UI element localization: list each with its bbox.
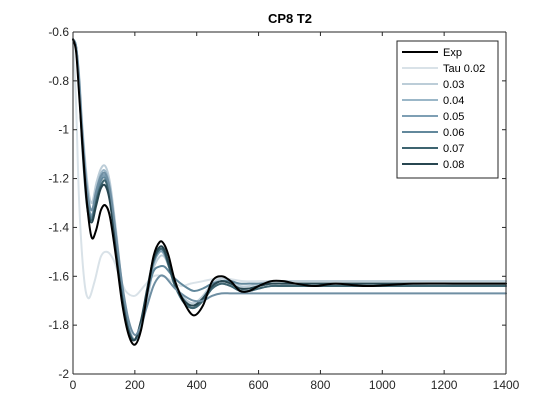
series-line-exp xyxy=(72,38,507,346)
y-tick-label: -1 xyxy=(58,123,69,137)
x-tick-label: 0 xyxy=(70,378,77,392)
x-tick-label: 1200 xyxy=(431,378,458,392)
series-layer xyxy=(72,38,507,346)
y-tick-label: -1.6 xyxy=(48,269,69,283)
series-line-tau-0-02-lower-branch xyxy=(72,38,507,336)
y-tick-label: -0.6 xyxy=(48,25,69,39)
ticks: 0 200 400 600 800 1000 1200 1400 -0.6 -0.8 -1 -1.2 -… xyxy=(48,25,519,392)
x-tick-label: 800 xyxy=(310,378,330,392)
legend-label: 0.03 xyxy=(443,79,464,91)
legend-label: 0.04 xyxy=(443,95,464,107)
chart-title: CP8 T2 xyxy=(268,11,312,26)
legend-label: 0.08 xyxy=(443,159,464,171)
y-tick-label: -1.8 xyxy=(48,318,69,332)
legend-label: 0.07 xyxy=(443,143,464,155)
x-tick-label: 600 xyxy=(249,378,269,392)
legend-label: Tau 0.02 xyxy=(443,63,485,75)
legend: Exp Tau 0.02 0.03 0.04 0.05 0.06 0.07 0.08 xyxy=(396,40,499,179)
y-tick-label: -2 xyxy=(58,367,69,381)
legend-items: Exp Tau 0.02 0.03 0.04 0.05 0.06 0.07 0.08 xyxy=(402,47,485,171)
x-tick-label: 200 xyxy=(125,378,145,392)
x-tick-label: 400 xyxy=(187,378,207,392)
legend-label: 0.06 xyxy=(443,127,464,139)
y-tick-label: -1.2 xyxy=(48,172,69,186)
x-tick-label: 1000 xyxy=(369,378,396,392)
legend-label: Exp xyxy=(443,47,462,59)
y-tick-label: -0.8 xyxy=(48,74,69,88)
x-tick-label: 1400 xyxy=(493,378,520,392)
legend-label: 0.05 xyxy=(443,111,464,123)
y-tick-label: -1.4 xyxy=(48,220,69,234)
legend-box xyxy=(396,40,499,179)
axes xyxy=(72,31,507,375)
